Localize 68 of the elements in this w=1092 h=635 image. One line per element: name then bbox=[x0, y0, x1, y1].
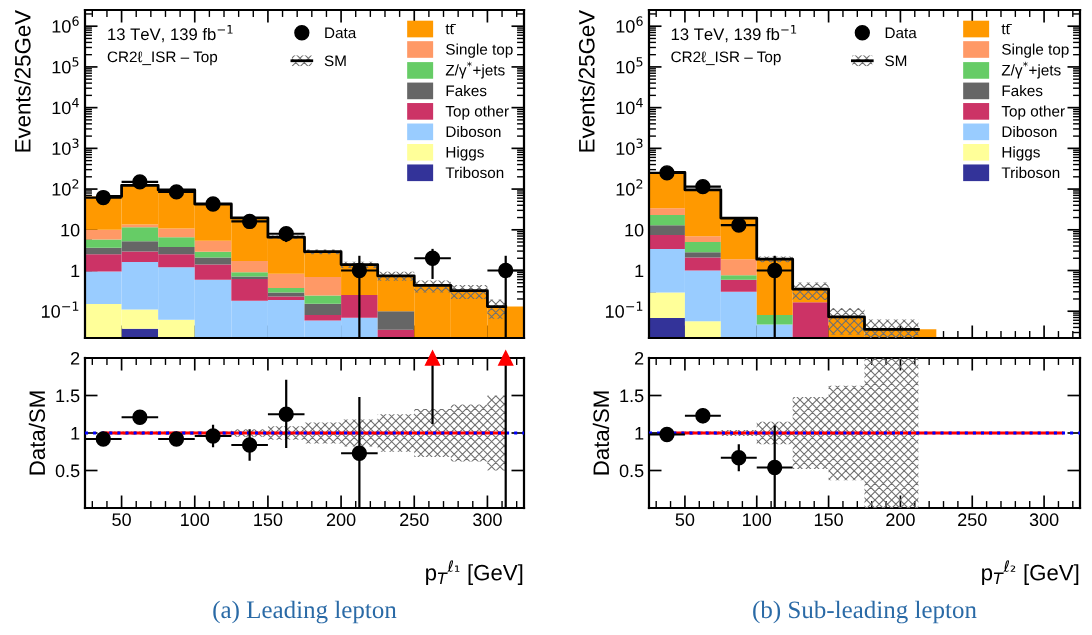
y-tick-label: 1.5 bbox=[620, 389, 644, 403]
x-tick-label: 200 bbox=[326, 513, 356, 527]
legend-label: Z/γ$^{*}$+jets bbox=[1001, 61, 1061, 79]
y-tick-label: 10$^{2}$ bbox=[52, 179, 79, 196]
legend-label: Diboson bbox=[446, 125, 501, 138]
legend-label: Fakes bbox=[1002, 84, 1043, 97]
x-tick-label: 250 bbox=[400, 513, 429, 527]
y-tick-label: 10$^{−1}$ bbox=[41, 301, 79, 318]
legend-label: SM bbox=[885, 55, 907, 67]
y-tick-label: 1 bbox=[71, 427, 80, 440]
y-axis-title: Data/SM bbox=[592, 391, 610, 475]
text: (a) Leading lepton bbox=[213, 600, 397, 624]
legend-label: Triboson bbox=[1001, 166, 1060, 179]
y-tick-label: 0.5 bbox=[619, 464, 644, 478]
y-tick-label: 0.5 bbox=[55, 464, 80, 478]
x-tick-label: 150 bbox=[814, 513, 843, 527]
annotation: CR2ℓ_ISR – Top bbox=[671, 51, 781, 66]
x-axis-title: p$_{T}$$^{ℓ₁}$ [GeV] bbox=[426, 560, 523, 585]
y-tick-label: 10$^{2}$ bbox=[616, 179, 643, 196]
legend-label: SM bbox=[324, 55, 346, 67]
legend-label: Single top bbox=[446, 43, 513, 58]
y-tick-label: 10$^{−1}$ bbox=[605, 301, 643, 318]
y-tick-label: 10$^{3}$ bbox=[52, 138, 79, 155]
x-axis-title: p$_{T}$$^{ℓ₂}$ [GeV] bbox=[982, 560, 1079, 585]
y-tick-label: 10 bbox=[61, 223, 80, 237]
y-tick-label: 1 bbox=[71, 264, 80, 278]
y-tick-label: 10$^{5}$ bbox=[52, 57, 79, 74]
legend-label: Triboson bbox=[445, 166, 504, 179]
y-axis-title: Data/SM bbox=[28, 391, 46, 475]
y-tick-label: 10$^{3}$ bbox=[616, 138, 643, 155]
x-tick-label: 200 bbox=[886, 513, 915, 527]
x-tick-label: 100 bbox=[743, 513, 772, 527]
y-axis-title: Events/25GeV bbox=[578, 10, 595, 152]
x-tick-label: 250 bbox=[958, 513, 987, 527]
x-tick-label: 150 bbox=[254, 513, 283, 527]
x-tick-label: 50 bbox=[112, 513, 131, 527]
legend-label: Z/γ$^{*}$+jets bbox=[445, 61, 505, 79]
annotation: 13 TeV, 139 fb$^{−1}$ bbox=[671, 25, 797, 43]
legend-label: Fakes bbox=[446, 84, 487, 97]
legend-label: Higgs bbox=[446, 146, 484, 161]
y-tick-label: 10$^{4}$ bbox=[52, 97, 79, 115]
legend-label: Data bbox=[325, 27, 357, 39]
annotation: 13 TeV, 139 fb$^{−1}$ bbox=[108, 25, 233, 43]
legend-label: Top other bbox=[1001, 105, 1065, 120]
y-tick-label: 10$^{4}$ bbox=[616, 97, 643, 115]
y-tick-label: 10$^{6}$ bbox=[52, 16, 79, 33]
x-tick-label: 100 bbox=[181, 513, 210, 527]
y-axis-title: Events/25GeV bbox=[14, 10, 31, 152]
text: (b) Sub-leading lepton bbox=[753, 600, 977, 624]
y-tick-label: 1 bbox=[635, 427, 644, 440]
legend-label: tt̄ bbox=[1001, 23, 1012, 35]
legend-label: Diboson bbox=[1002, 125, 1057, 138]
legend-label: Single top bbox=[1002, 43, 1069, 58]
y-tick-label: 2 bbox=[635, 351, 644, 365]
x-tick-label: 300 bbox=[473, 513, 502, 527]
y-tick-label: 2 bbox=[71, 351, 80, 365]
y-tick-label: 10 bbox=[625, 223, 644, 237]
legend-label: Top other bbox=[445, 105, 509, 120]
legend-label: Higgs bbox=[1002, 146, 1040, 161]
y-tick-label: 10$^{5}$ bbox=[616, 57, 643, 74]
legend-label: tt̄ bbox=[445, 23, 456, 35]
x-tick-label: 50 bbox=[675, 513, 695, 527]
annotation: CR2ℓ_ISR – Top bbox=[107, 51, 218, 66]
y-tick-label: 1 bbox=[635, 264, 644, 278]
x-tick-label: 300 bbox=[1029, 513, 1059, 527]
y-tick-label: 10$^{6}$ bbox=[616, 16, 643, 33]
legend-label: Data bbox=[885, 27, 917, 39]
y-tick-label: 1.5 bbox=[56, 389, 80, 403]
